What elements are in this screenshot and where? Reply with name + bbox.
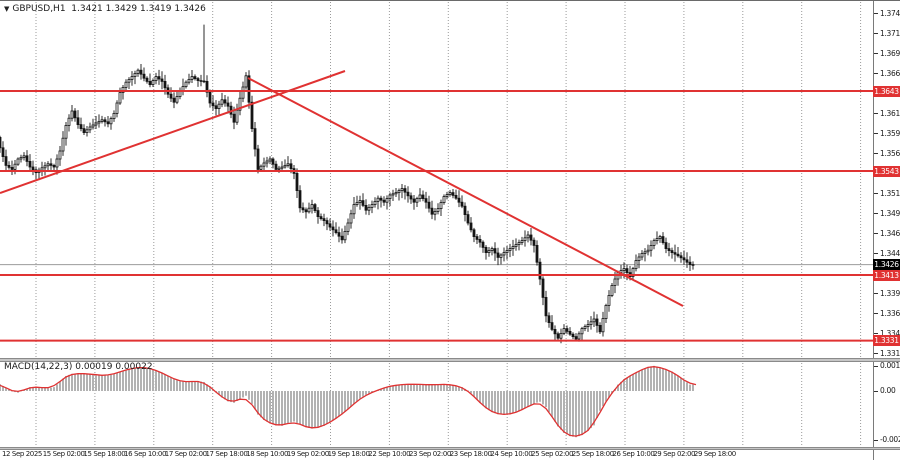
time-axis-label: 29 Sep 18:00 [693, 450, 736, 458]
time-axis-label: 19 Sep 02:00 [286, 450, 329, 458]
time-axis-label: 22 Sep 10:00 [368, 450, 411, 458]
axis-separator[interactable] [0, 447, 900, 450]
price-tick: 1.3590 [874, 129, 900, 138]
price-tick: 1.3390 [874, 289, 900, 298]
macd-axis-max: 0.00117 [874, 361, 900, 370]
time-axis-label: 24 Sep 10:00 [490, 450, 533, 458]
symbol-label: GBPUSD,H1 [12, 4, 66, 14]
level-lines [0, 90, 873, 342]
time-axis[interactable]: 12 Sep 2025 15 Sep 02:00 15 Sep 18:00 16 Se… [0, 450, 900, 460]
grid-lines [35, 2, 862, 446]
price-tick: 1.3365 [874, 309, 900, 318]
time-axis-label: 25 Sep 18:00 [571, 450, 614, 458]
macd-main-value: 0.00019 [75, 362, 113, 372]
level-price-badge: 1.3331 [873, 335, 900, 347]
time-axis-label: 16 Sep 10:00 [124, 450, 167, 458]
time-axis-label: 25 Sep 02:00 [531, 450, 574, 458]
macd-indicator-label: MACD(14,22,3) 0.00019 0.00022 [4, 362, 153, 372]
price-tick: 1.3615 [874, 109, 900, 118]
time-axis-label: 15 Sep 02:00 [42, 450, 85, 458]
macd-axis-zero: 0.00 [874, 386, 896, 395]
ascending-support [0, 70, 346, 194]
price-tick: 1.3315 [874, 349, 900, 358]
price-scale-border [873, 1, 874, 460]
ohlc-values: 1.3421 1.3429 1.3419 1.3426 [71, 4, 206, 14]
time-axis-label: 17 Sep 02:00 [164, 450, 207, 458]
price-tick: 1.3465 [874, 229, 900, 238]
price-tick: 1.3440 [874, 249, 900, 258]
bid-price-badge: 1.3426 [873, 259, 900, 271]
descending-resistance [247, 77, 684, 307]
level-price-badge: 1.3543 [873, 165, 900, 177]
time-axis-label: 23 Sep 02:00 [409, 450, 451, 458]
price-tick: 1.3490 [874, 209, 900, 218]
time-axis-label: 18 Sep 10:00 [246, 450, 289, 458]
time-axis-label: 17 Sep 18:00 [205, 450, 248, 458]
level-price-badge: 1.3413 [873, 269, 900, 281]
candles[interactable] [0, 24, 695, 344]
macd-histogram [0, 365, 694, 438]
time-axis-label: 19 Sep 18:00 [327, 450, 370, 458]
time-axis-label: 26 Sep 10:00 [612, 450, 655, 458]
level-price-badge: 1.3643 [873, 85, 900, 97]
price-tick: 1.3690 [874, 49, 900, 58]
time-axis-label: 29 Sep 02:00 [653, 450, 696, 458]
price-tick: 1.3740 [874, 9, 900, 18]
macd-name: MACD(14,22,3) [4, 362, 73, 372]
price-tick: 1.3565 [874, 149, 900, 158]
price-tick: 1.3715 [874, 29, 900, 38]
price-tick: 1.3340 [874, 329, 900, 338]
price-tick: 1.3515 [874, 189, 900, 198]
chart-title: ▼ GBPUSD,H1 1.3421 1.3429 1.3419 1.3426 [4, 4, 206, 14]
time-axis-label: 23 Sep 18:00 [449, 450, 492, 458]
macd-signal-line [0, 366, 697, 437]
symbol-dropdown-icon[interactable]: ▼ [4, 5, 10, 13]
price-tick: 1.3665 [874, 69, 900, 78]
panel-separator[interactable] [0, 358, 900, 362]
trend-lines [0, 70, 684, 307]
macd-signal-value: 0.00022 [115, 362, 153, 372]
time-axis-label: 12 Sep 2025 [2, 450, 42, 458]
time-axis-label: 15 Sep 18:00 [83, 450, 126, 458]
